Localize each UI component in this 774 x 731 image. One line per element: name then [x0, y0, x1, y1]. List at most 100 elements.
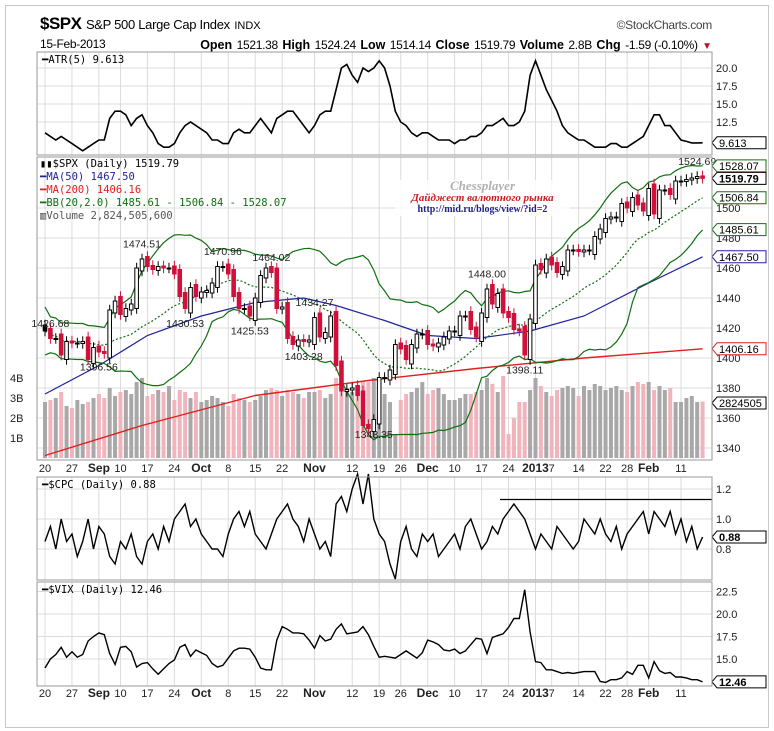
value-tag-text: 1467.50	[719, 252, 759, 264]
candle-body	[301, 339, 307, 342]
volume-bar	[517, 402, 522, 458]
candle-body	[436, 342, 441, 348]
low-label: Low	[360, 38, 386, 52]
price-annotation: 1434.27	[296, 297, 334, 309]
high-label: High	[282, 38, 311, 52]
candle-body	[463, 315, 468, 318]
candle-body	[236, 292, 242, 309]
candle-body	[517, 328, 522, 332]
volume-bar	[339, 378, 344, 458]
candle-body	[570, 249, 576, 252]
volume-bar	[695, 402, 700, 458]
candle-body	[322, 332, 328, 339]
x-axis-label: 2013	[522, 686, 549, 700]
candle-body	[511, 313, 517, 330]
x-axis-label: 22	[276, 463, 288, 475]
x-axis-label: 2013	[522, 461, 549, 475]
candle-body	[263, 267, 269, 279]
candle-body	[42, 324, 48, 332]
volume-bar	[247, 402, 252, 458]
cpc-legend-text: $CPC (Daily) 0.88	[48, 479, 156, 491]
watermark: Chessplayer Дайджест валютного рынка htt…	[395, 179, 570, 216]
watermark-subtitle: Дайджест валютного рынка	[411, 192, 554, 204]
exchange: INDX	[234, 20, 261, 32]
candle-body	[506, 311, 511, 318]
volume-bar	[301, 398, 306, 458]
volume-bar	[210, 396, 215, 458]
candle-body	[543, 258, 549, 274]
price-tag: 1485.61	[711, 223, 767, 237]
volume-bar	[409, 392, 414, 458]
x-axis-label: 19	[373, 463, 385, 475]
volume-bar	[382, 394, 387, 458]
volume-bar	[495, 392, 500, 458]
volume-bar	[555, 390, 560, 458]
volume-bar	[452, 400, 457, 458]
candle-body	[328, 315, 333, 338]
value-tag-text: 2824505	[719, 398, 762, 410]
volume-bar	[479, 390, 484, 458]
value-tag-text: 1485.61	[719, 225, 759, 237]
volume-bar	[484, 378, 489, 458]
volume-bar	[441, 394, 446, 458]
change-value: -1.59 (-0.10%)	[625, 38, 698, 52]
value-tag-text: 12.46	[719, 677, 747, 689]
vix-axis-label: 15.0	[716, 654, 737, 666]
cpc-axis-label: 1.2	[716, 484, 731, 496]
volume-legend-text: Volume 2,824,505,600	[46, 210, 173, 222]
ma200-line	[44, 348, 703, 457]
candlestick-icon: ▮▮	[40, 158, 53, 170]
panel-border	[36, 476, 713, 581]
volume-bar	[274, 390, 279, 458]
volume-bar	[285, 390, 290, 458]
candle-body	[581, 249, 587, 253]
atr-axis-label: 20.0	[716, 63, 737, 75]
candle-body	[597, 228, 603, 240]
candle-body	[91, 347, 96, 364]
value-tag-box	[711, 191, 767, 205]
volume-axis-label: 1B	[10, 433, 23, 445]
x-axis-label: 14	[572, 688, 584, 700]
price-tag: 1528.07	[711, 159, 767, 173]
volume-bar	[253, 400, 258, 458]
candle-body	[166, 267, 172, 270]
price-axis-label: 1420	[716, 323, 740, 335]
candle-body	[565, 249, 571, 272]
volume-bar	[501, 376, 506, 458]
x-axis-label: 26	[395, 463, 407, 475]
price-annotation: 1474.51	[123, 239, 161, 251]
x-axis-label: 10	[449, 463, 461, 475]
candle-body	[554, 262, 560, 273]
volume-bar	[188, 398, 193, 458]
candle-body	[64, 341, 69, 360]
open-value: 1521.38	[236, 38, 279, 52]
candle-body	[490, 284, 495, 305]
x-axis-label: 15	[249, 688, 261, 700]
volume-bar	[91, 398, 96, 458]
volume-bar	[393, 434, 398, 458]
volume-bar	[619, 390, 624, 458]
price-axis-label: 1460	[716, 263, 740, 275]
volume-bar	[75, 400, 80, 458]
volume-bar	[172, 400, 177, 458]
candle-body	[366, 424, 371, 429]
candle-body	[188, 287, 193, 314]
candle-body	[592, 236, 598, 255]
volume-bar	[436, 388, 441, 458]
candle-body	[145, 256, 150, 267]
price-annotation: 1426.68	[31, 318, 69, 330]
candle-body	[274, 267, 280, 309]
price-annotation: 1524.69	[678, 156, 716, 168]
bb-lower-line	[44, 229, 704, 441]
quote-summary: Open 1521.38 High 1524.24 Low 1514.14 Cl…	[200, 36, 712, 54]
volume-bar	[183, 392, 188, 458]
volume-bar	[48, 400, 53, 458]
price-annotation: 1448.00	[468, 269, 506, 281]
close-label: Close	[435, 38, 470, 52]
x-axis-label: 11	[675, 688, 686, 700]
x-axis-label: 15	[249, 463, 261, 475]
volume-bar	[398, 400, 403, 458]
volume-bar	[474, 392, 479, 458]
candle-body	[371, 419, 377, 432]
